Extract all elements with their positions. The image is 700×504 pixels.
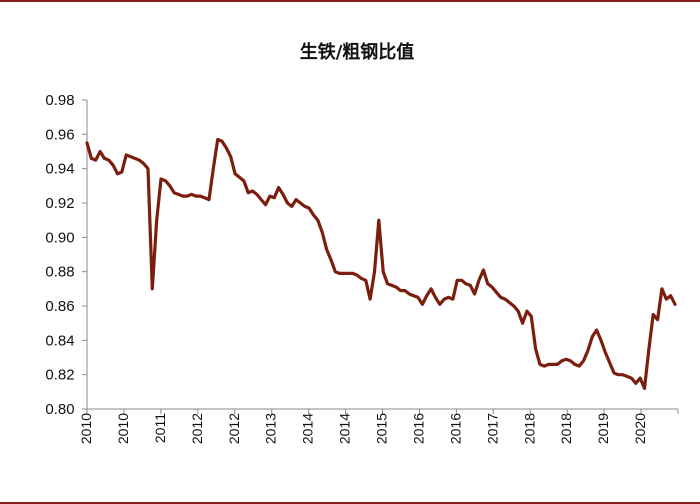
series-line xyxy=(85,137,677,390)
x-tick-label: 2016 xyxy=(447,413,463,444)
y-tick-label: 0.80 xyxy=(45,401,74,418)
x-tick-label: 2011 xyxy=(152,413,168,443)
x-tick-label: 2012 xyxy=(189,413,205,444)
x-tick-label: 2010 xyxy=(115,413,131,444)
y-tick-label: 0.86 xyxy=(45,298,74,315)
y-axis: 0.80 0.82 0.84 0.86 0.88 0.90 0.92 0.94 0.96 0.98 xyxy=(45,92,88,418)
x-tick-label: 2019 xyxy=(595,413,611,444)
bottom-rule xyxy=(0,502,700,504)
y-tick-label: 0.90 xyxy=(45,229,74,246)
y-tick-label: 0.92 xyxy=(45,195,74,212)
x-axis: 2010 2010 2011 2012 2012 2013 2014 2014 2015 2016… xyxy=(78,408,679,444)
x-tick-label: 2014 xyxy=(300,413,316,444)
x-tick-label: 2018 xyxy=(558,413,574,444)
x-tick-label: 2014 xyxy=(337,413,353,444)
x-tick-label: 2017 xyxy=(484,413,500,444)
y-tick-label: 0.94 xyxy=(45,161,74,178)
x-tick-label: 2015 xyxy=(374,413,390,444)
x-tick-label: 2016 xyxy=(410,413,426,444)
x-tick-label: 2020 xyxy=(632,413,648,444)
x-tick-label: 2012 xyxy=(226,413,242,444)
y-tick-label: 0.96 xyxy=(45,126,74,143)
x-tick-label: 2018 xyxy=(521,413,537,444)
top-rule xyxy=(0,0,700,2)
y-tick-label: 0.84 xyxy=(45,332,74,349)
x-tick-label: 2013 xyxy=(263,413,279,444)
y-tick-label: 0.82 xyxy=(45,367,74,384)
y-tick-label: 0.88 xyxy=(45,264,74,281)
y-tick-label: 0.98 xyxy=(45,92,74,109)
chart-title: 生铁/粗钢比值 xyxy=(300,41,415,63)
x-tick-label: 2010 xyxy=(78,413,94,444)
